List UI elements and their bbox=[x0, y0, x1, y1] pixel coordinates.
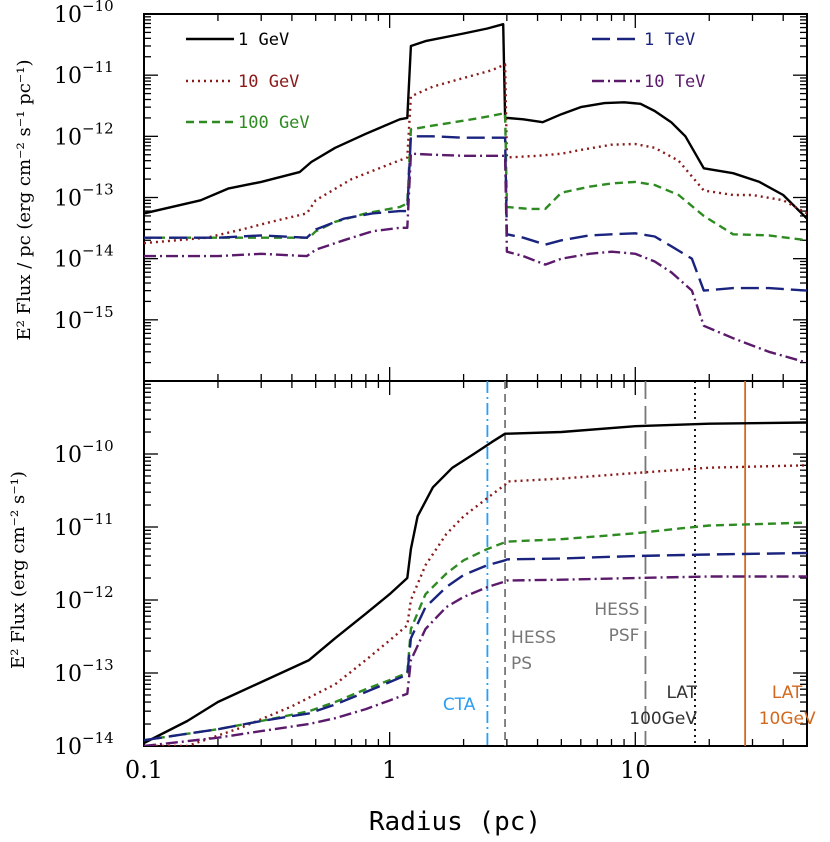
legend-label: 1 TeV bbox=[644, 30, 695, 50]
vline-label: CTA bbox=[443, 695, 476, 715]
y-tick-label: 10−15 bbox=[54, 303, 114, 334]
y-tick-label: 10−14 bbox=[54, 729, 114, 760]
top-y-ticks: 10−10 10−11 10−12 10−13 10−14 10−15 bbox=[54, 0, 807, 382]
legend-label: 1 GeV bbox=[238, 30, 289, 50]
series-10-gev bbox=[144, 63, 807, 245]
y-tick-label: 10−11 bbox=[54, 510, 114, 541]
x-axis-title: Radius (pc) bbox=[369, 807, 541, 837]
vline-label: 100GeV bbox=[629, 709, 697, 729]
vline-label: 10GeV bbox=[759, 709, 816, 729]
vline-label: HESS bbox=[511, 628, 556, 648]
legend-label: 100 GeV bbox=[238, 113, 310, 133]
series-10-tev bbox=[144, 575, 807, 746]
vline-label: PS bbox=[511, 654, 532, 674]
instrument-labels: CTA HESS PS HESS PSF LAT 100GeV LAT 10GeV bbox=[443, 600, 816, 729]
top-series-group bbox=[144, 23, 807, 364]
y-tick-label: 10−13 bbox=[54, 656, 114, 687]
vline-label: LAT bbox=[772, 683, 803, 703]
x-tick-label: 0.1 bbox=[125, 756, 163, 784]
series-10-tev bbox=[144, 152, 807, 364]
x-tick-label: 10 bbox=[620, 756, 651, 784]
legend-label: 10 GeV bbox=[238, 72, 299, 92]
bottom-x-ticks: 0.1 1 10 bbox=[125, 381, 808, 784]
legend: 1 GeV 10 GeV 100 GeV 1 TeV 10 TeV bbox=[186, 30, 705, 133]
bottom-panel: 10−10 10−11 10−12 10−13 10−14 0.1 1 10 CTA HESS… bbox=[8, 380, 816, 837]
series-100-gev bbox=[144, 521, 807, 742]
vline-label: LAT bbox=[666, 683, 697, 703]
instrument-lines bbox=[486, 381, 747, 746]
x-tick-label: 1 bbox=[382, 756, 397, 784]
vline-label: HESS bbox=[594, 600, 639, 620]
bottom-series-group bbox=[144, 421, 807, 746]
y-tick-label: 10−14 bbox=[54, 242, 114, 273]
series-1-tev bbox=[144, 135, 807, 292]
vline-label: PSF bbox=[609, 626, 640, 646]
top-y-axis-title: E² Flux / pc (erg cm⁻² s⁻¹ pc⁻¹) bbox=[14, 59, 35, 340]
series-1-tev bbox=[144, 551, 807, 742]
top-x-ticks bbox=[143, 14, 808, 381]
y-tick-label: 10−10 bbox=[54, 437, 114, 468]
y-tick-label: 10−11 bbox=[54, 58, 114, 89]
bottom-plot-frame bbox=[143, 380, 808, 747]
bottom-y-axis-title: E² Flux (erg cm⁻² s⁻¹) bbox=[8, 471, 29, 669]
series-10-gev bbox=[144, 464, 807, 746]
y-tick-label: 10−12 bbox=[54, 119, 114, 150]
top-plot-frame bbox=[143, 13, 808, 382]
series-1-gev bbox=[144, 421, 807, 745]
legend-label: 10 TeV bbox=[644, 72, 705, 92]
bottom-y-ticks: 10−10 10−11 10−12 10−13 10−14 bbox=[54, 383, 807, 760]
y-tick-label: 10−10 bbox=[54, 0, 114, 28]
series-100-gev bbox=[144, 111, 807, 242]
y-tick-label: 10−12 bbox=[54, 583, 114, 614]
top-panel: 10−10 10−11 10−12 10−13 10−14 10−15 1 GeV 10 G… bbox=[14, 0, 808, 382]
y-tick-label: 10−13 bbox=[54, 181, 114, 212]
